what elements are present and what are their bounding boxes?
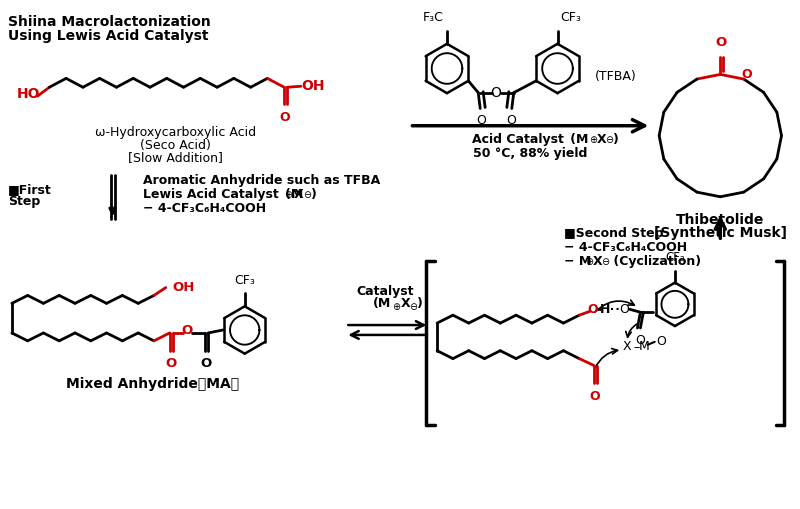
- Text: Thibetolide: Thibetolide: [676, 213, 765, 227]
- Text: (Seco Acid): (Seco Acid): [140, 138, 211, 152]
- Text: ⊖: ⊖: [410, 302, 418, 312]
- Text: ⊕: ⊕: [589, 134, 598, 145]
- Text: − M: − M: [565, 255, 592, 268]
- Text: ⊖: ⊖: [601, 257, 609, 267]
- Text: ⊕: ⊕: [392, 302, 400, 312]
- FancyArrowPatch shape: [626, 323, 638, 337]
- Text: Shiina Macrolactonization: Shiina Macrolactonization: [8, 15, 210, 29]
- Text: ■Second Step: ■Second Step: [565, 228, 664, 240]
- Text: HO: HO: [17, 87, 40, 101]
- Text: CF₃: CF₃: [234, 273, 255, 287]
- FancyArrowPatch shape: [595, 349, 618, 368]
- Text: Lewis Acid Catalyst (M: Lewis Acid Catalyst (M: [143, 188, 303, 201]
- Text: (M: (M: [373, 297, 391, 310]
- Text: O: O: [620, 303, 630, 316]
- Text: ■First: ■First: [8, 183, 52, 196]
- Text: O: O: [476, 115, 486, 127]
- Text: [Synthetic Musk]: [Synthetic Musk]: [654, 227, 787, 240]
- FancyArrowPatch shape: [595, 300, 634, 312]
- Text: O: O: [657, 335, 666, 348]
- Text: O: O: [490, 86, 502, 100]
- Text: M: M: [639, 340, 650, 353]
- Text: X: X: [294, 188, 304, 201]
- Text: –: –: [633, 341, 639, 354]
- Text: 50 °C, 88% yield: 50 °C, 88% yield: [473, 148, 587, 160]
- Text: CF₃: CF₃: [561, 11, 582, 24]
- Text: CF₃: CF₃: [665, 251, 685, 264]
- Text: OH: OH: [173, 281, 195, 294]
- Text: H: H: [600, 303, 610, 316]
- Text: ): ): [418, 297, 423, 310]
- Text: ⊖: ⊖: [303, 190, 311, 200]
- Text: F₃C: F₃C: [423, 11, 444, 24]
- Text: ⊕: ⊕: [284, 190, 292, 200]
- Text: O: O: [280, 111, 290, 124]
- Text: O: O: [182, 324, 193, 337]
- Text: O: O: [716, 36, 727, 49]
- Text: O: O: [635, 334, 646, 347]
- Text: OH: OH: [301, 79, 325, 93]
- Text: X: X: [401, 297, 410, 310]
- Text: X: X: [597, 133, 606, 146]
- Text: Mixed Anhydride（MA）: Mixed Anhydride（MA）: [66, 377, 239, 391]
- Text: O: O: [506, 115, 516, 127]
- Text: O: O: [742, 68, 752, 80]
- Text: X: X: [622, 340, 630, 353]
- Text: O: O: [588, 303, 598, 316]
- Text: X: X: [593, 255, 602, 268]
- Text: Aromatic Anhydride such as TFBA: Aromatic Anhydride such as TFBA: [143, 174, 380, 187]
- Text: Acid Catalyst (M: Acid Catalyst (M: [472, 133, 588, 146]
- Text: − 4-CF₃C₆H₄COOH: − 4-CF₃C₆H₄COOH: [143, 202, 266, 215]
- Text: − 4-CF₃C₆H₄COOH: − 4-CF₃C₆H₄COOH: [565, 241, 687, 254]
- Text: ): ): [613, 133, 618, 146]
- Text: O: O: [590, 390, 600, 403]
- Text: Using Lewis Acid Catalyst: Using Lewis Acid Catalyst: [8, 29, 208, 43]
- Text: (TFBA): (TFBA): [595, 70, 637, 83]
- Text: ⊕: ⊕: [585, 257, 594, 267]
- Text: ): ): [311, 188, 317, 201]
- Text: (Cyclization): (Cyclization): [609, 255, 701, 268]
- Text: Catalyst: Catalyst: [356, 286, 414, 298]
- Text: ⊖: ⊖: [605, 134, 613, 145]
- Text: ω-Hydroxycarboxylic Acid: ω-Hydroxycarboxylic Acid: [95, 126, 256, 139]
- Text: Step: Step: [8, 195, 40, 208]
- Text: [Slow Addition]: [Slow Addition]: [128, 151, 223, 164]
- Text: O: O: [201, 357, 212, 370]
- Text: O: O: [165, 357, 176, 370]
